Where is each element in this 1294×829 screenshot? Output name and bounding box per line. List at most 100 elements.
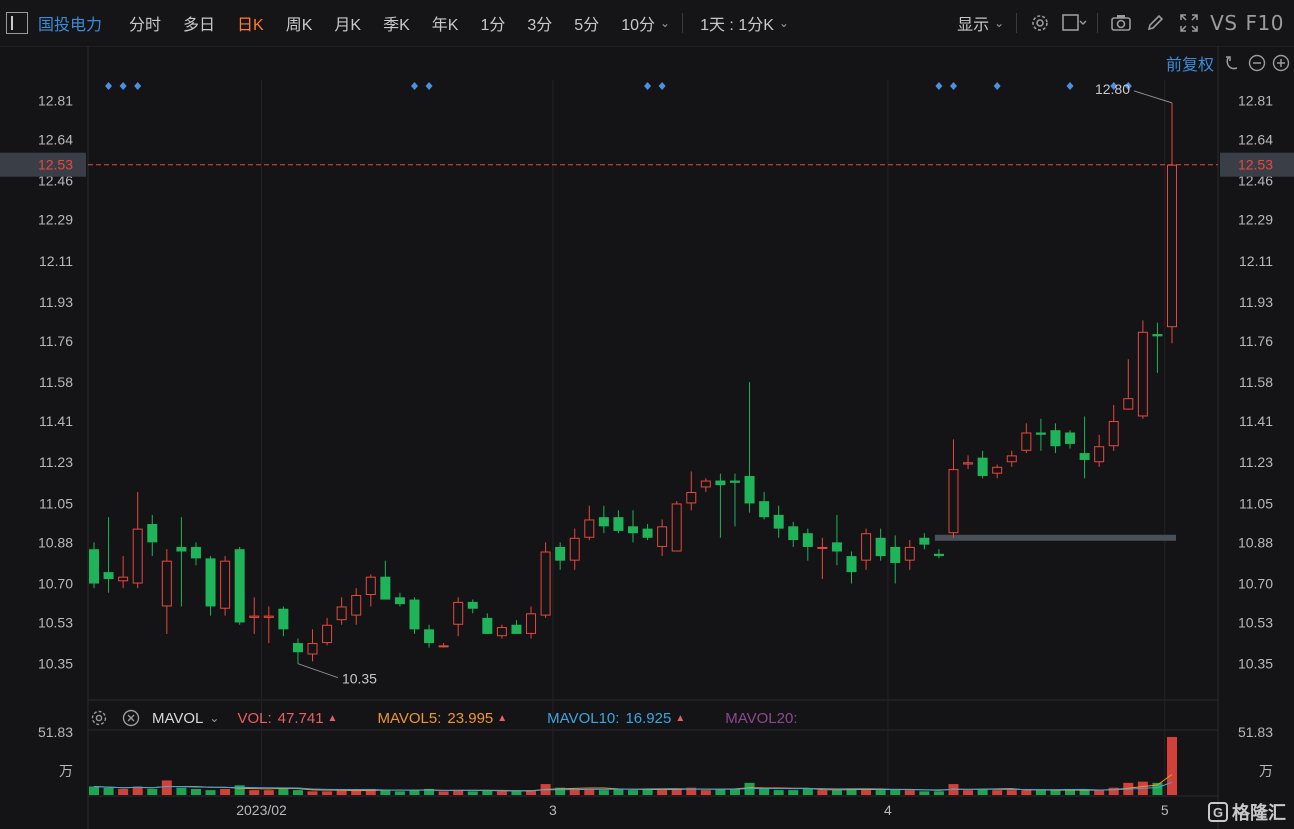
- volume-bar: [671, 788, 682, 795]
- fullscreen-icon[interactable]: [1176, 10, 1202, 36]
- event-marker: [1124, 82, 1132, 90]
- candle: [336, 597, 347, 625]
- candle-body: [788, 526, 799, 541]
- period-tab[interactable]: 5分: [574, 17, 600, 34]
- volume-bar: [773, 790, 784, 795]
- volume-bar: [496, 791, 507, 795]
- toolbar: 国投电力 分时 多日 日K 周K 月K 季K 年K 1分 3分 5分 10分 ⌄…: [0, 0, 1294, 46]
- close-icon[interactable]: [120, 707, 142, 729]
- adjust-select[interactable]: 前复权: [1165, 57, 1214, 74]
- y-axis-left: 12.81 12.64 12.46 12.29 12.11 11.93 11.76 11.58…: [38, 93, 73, 672]
- candle: [598, 505, 609, 534]
- event-marker: [644, 82, 652, 90]
- candle: [205, 556, 216, 616]
- y-axis-right: 12.81 12.64 12.46 12.29 12.11 11.93 11.76 11.58…: [1238, 93, 1273, 672]
- zoom-out-icon[interactable]: [1246, 52, 1268, 74]
- candle: [220, 556, 231, 616]
- chevron-down-icon[interactable]: ⌄: [994, 16, 1005, 30]
- display-menu[interactable]: 显示: [957, 17, 990, 34]
- candle: [263, 606, 274, 644]
- sidebar-toggle-icon[interactable]: [6, 12, 28, 34]
- volume-bar: [1167, 736, 1177, 795]
- period-tab-active[interactable]: 日K: [237, 17, 264, 34]
- y-tick-label: 11.76: [1239, 333, 1273, 349]
- square-tool-icon[interactable]: [1061, 10, 1087, 36]
- candle-body: [118, 576, 129, 582]
- candle-body: [147, 524, 158, 543]
- y-tick-label: 12.46: [38, 173, 73, 189]
- candle: [1094, 434, 1105, 467]
- vol-label: VOL:: [237, 709, 272, 727]
- period-tab[interactable]: 10分: [621, 17, 656, 34]
- volume-bar: [700, 790, 711, 795]
- period-tab[interactable]: 分时: [129, 17, 162, 34]
- up-arrow-icon: ▲: [327, 712, 338, 724]
- event-marker: [105, 82, 113, 90]
- candles: [89, 102, 1177, 664]
- camera-icon[interactable]: [1108, 10, 1134, 36]
- period-tab[interactable]: 年K: [431, 17, 459, 34]
- volume-bar: [933, 791, 944, 795]
- period-tab[interactable]: 3分: [527, 17, 553, 34]
- candle-body: [1108, 421, 1119, 447]
- current-price-tag: [0, 152, 86, 177]
- period-tab[interactable]: 月K: [334, 17, 362, 34]
- period-tab[interactable]: 1分: [480, 17, 506, 34]
- x-tick-label: 4: [884, 802, 892, 818]
- candle-body: [1094, 446, 1105, 463]
- period-tab[interactable]: 周K: [285, 17, 313, 34]
- candle-body: [700, 480, 711, 488]
- candle: [394, 592, 405, 607]
- chevron-down-icon[interactable]: ⌄: [660, 16, 671, 30]
- candle-body: [992, 466, 1003, 474]
- candle: [1137, 320, 1148, 419]
- f10-button[interactable]: F10: [1245, 11, 1284, 35]
- candle: [540, 542, 551, 618]
- period-tab[interactable]: 多日: [183, 17, 216, 34]
- volume-bar: [1079, 790, 1090, 795]
- pencil-icon[interactable]: [1142, 10, 1168, 36]
- undo-icon[interactable]: [1222, 52, 1244, 74]
- zoom-in-icon[interactable]: [1270, 52, 1292, 74]
- event-markers: [105, 82, 1132, 90]
- stock-name[interactable]: 国投电力: [38, 17, 103, 34]
- candle-body: [351, 595, 362, 616]
- candle-body: [773, 514, 784, 529]
- y-tick-label: 11.41: [1239, 413, 1273, 429]
- chevron-down-icon[interactable]: ⌄: [209, 711, 220, 725]
- volume-bar: [1035, 790, 1046, 795]
- volume-bar: [861, 788, 872, 795]
- candle-body: [1167, 164, 1177, 328]
- volume-bar: [234, 785, 245, 795]
- candle: [555, 542, 566, 570]
- candle: [963, 455, 974, 470]
- candle: [715, 473, 726, 538]
- candle: [161, 549, 172, 634]
- volume-bar: [817, 790, 828, 795]
- candle: [759, 492, 770, 520]
- x-tick-label: 3: [549, 802, 557, 818]
- indicator-name[interactable]: MAVOL: [152, 709, 204, 727]
- vs-button[interactable]: VS: [1210, 11, 1238, 35]
- y-tick-label: 12.81: [1238, 93, 1273, 109]
- candle-body: [103, 572, 114, 579]
- x-tick-label: 5: [1161, 802, 1169, 818]
- candle: [234, 546, 245, 625]
- volume-bar: [103, 787, 114, 795]
- gear-icon[interactable]: [88, 707, 110, 729]
- ma5-value: 23.995: [447, 709, 494, 727]
- candle: [788, 521, 799, 547]
- volume-bar: [992, 790, 1003, 795]
- interval-select[interactable]: 1天 : 1分K: [700, 17, 774, 34]
- candle: [875, 528, 886, 561]
- kline-chart[interactable]: 12.81 12.64 12.46 12.29 12.11 11.93 11.76 11.58…: [0, 46, 1294, 829]
- vol-unit-label: 万: [1259, 763, 1273, 779]
- candle-body: [1152, 334, 1163, 337]
- candle-body: [861, 533, 872, 561]
- period-tab[interactable]: 季K: [383, 17, 410, 34]
- candle: [1050, 423, 1061, 454]
- gear-icon[interactable]: [1027, 10, 1053, 36]
- chart-grid: [0, 46, 1294, 829]
- volume-bar: [686, 787, 697, 795]
- chevron-down-icon[interactable]: ⌄: [778, 16, 789, 30]
